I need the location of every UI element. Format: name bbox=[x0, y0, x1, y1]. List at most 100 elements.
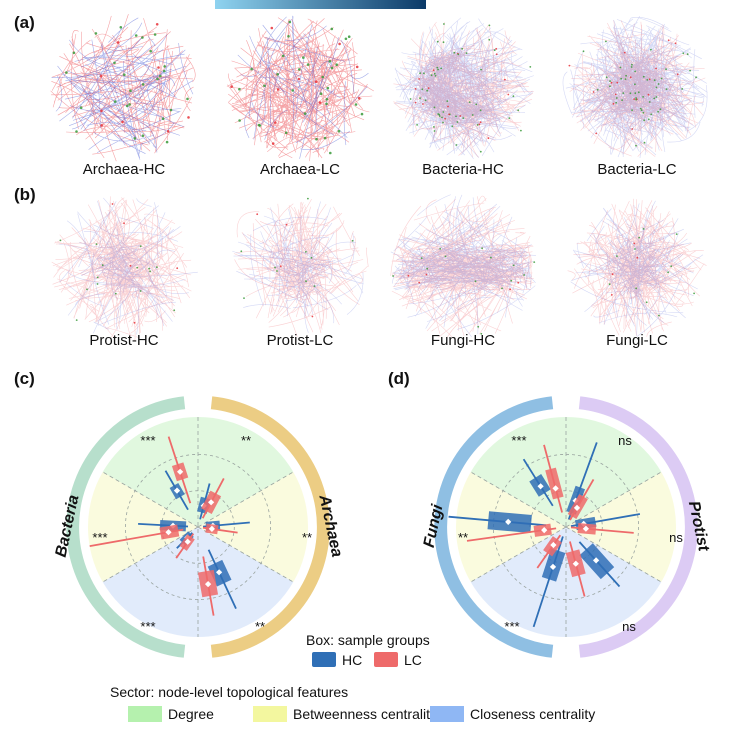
network-node bbox=[441, 116, 443, 119]
network-node bbox=[128, 103, 131, 106]
network-node bbox=[75, 130, 78, 133]
sig-bacteria-betweenness: *** bbox=[92, 530, 107, 545]
network-node bbox=[392, 275, 394, 277]
panel-label-b: (b) bbox=[14, 185, 36, 204]
legend-closeness-swatch bbox=[430, 706, 464, 722]
network-node bbox=[427, 87, 430, 89]
network-node bbox=[72, 51, 76, 55]
network-node bbox=[426, 89, 429, 92]
network-node bbox=[619, 66, 622, 69]
network-node bbox=[311, 315, 314, 318]
network-node bbox=[529, 66, 532, 68]
edges-negative bbox=[237, 15, 369, 159]
network-node bbox=[495, 53, 498, 56]
network-node bbox=[94, 32, 98, 35]
network-node bbox=[657, 83, 660, 85]
edges-positive bbox=[393, 21, 534, 158]
network-node bbox=[328, 60, 332, 63]
grid-spoke bbox=[102, 526, 199, 583]
network-node bbox=[148, 267, 151, 270]
network-node bbox=[436, 40, 439, 43]
network-node bbox=[609, 85, 611, 88]
network-node bbox=[326, 86, 330, 90]
network-node bbox=[520, 129, 522, 132]
network-node bbox=[422, 103, 424, 105]
network-node bbox=[665, 68, 667, 71]
box-mean-marker bbox=[541, 526, 548, 534]
sig-protist-closeness: ns bbox=[622, 619, 636, 634]
network-node bbox=[480, 332, 483, 335]
colorbar-strip bbox=[215, 0, 426, 9]
network-node bbox=[605, 76, 608, 79]
edges-positive bbox=[569, 20, 706, 157]
network-node bbox=[271, 142, 275, 145]
network-node bbox=[488, 38, 491, 41]
network-node bbox=[157, 66, 160, 69]
edges-negative bbox=[58, 197, 198, 335]
network-node bbox=[468, 101, 471, 103]
network-node bbox=[230, 85, 233, 88]
legend-degree-label: Degree bbox=[168, 706, 214, 722]
box-glyphs bbox=[89, 436, 250, 616]
network-node bbox=[257, 123, 261, 127]
network-node bbox=[442, 121, 444, 124]
network-node bbox=[440, 67, 443, 70]
network-node bbox=[635, 98, 637, 101]
network-node bbox=[351, 239, 354, 242]
network-node bbox=[335, 63, 339, 66]
network-archaea-hc bbox=[50, 14, 196, 162]
network-node bbox=[153, 33, 157, 36]
group-ring-fungi bbox=[433, 395, 555, 659]
network-node bbox=[504, 78, 506, 81]
network-node bbox=[642, 228, 645, 230]
network-node bbox=[354, 103, 358, 106]
network-node bbox=[113, 100, 117, 103]
network-node bbox=[302, 56, 305, 59]
panel-label-a: (a) bbox=[14, 13, 35, 32]
network-node bbox=[250, 67, 253, 71]
network-node bbox=[256, 213, 259, 216]
network-node bbox=[276, 88, 280, 91]
network-node bbox=[141, 36, 144, 39]
network-node bbox=[621, 99, 623, 101]
network-node bbox=[163, 65, 166, 68]
network-node bbox=[457, 53, 460, 56]
network-node bbox=[141, 83, 145, 86]
network-node bbox=[330, 66, 334, 70]
network-node bbox=[648, 101, 651, 103]
network-node bbox=[325, 102, 328, 106]
network-node bbox=[624, 78, 627, 80]
sig-archaea-degree: ** bbox=[241, 433, 251, 448]
box-mean-marker bbox=[537, 483, 544, 490]
network-node bbox=[100, 109, 103, 113]
grid-spoke bbox=[565, 471, 662, 528]
network-node bbox=[360, 112, 364, 116]
network-node bbox=[129, 264, 132, 267]
network-label-fungi-hc: Fungi-HC bbox=[431, 332, 495, 349]
network-node bbox=[319, 92, 323, 95]
network-node bbox=[442, 41, 445, 44]
network-node bbox=[653, 97, 656, 100]
network-node bbox=[329, 151, 332, 155]
network-node bbox=[418, 281, 421, 284]
network-node bbox=[447, 105, 449, 108]
network-node bbox=[643, 119, 646, 122]
network-node bbox=[433, 106, 436, 109]
legend-betweenness-swatch bbox=[253, 706, 287, 722]
network-node bbox=[101, 264, 104, 267]
network-label-bacteria-lc: Bacteria-LC bbox=[597, 161, 676, 178]
box-mean-marker bbox=[215, 569, 223, 576]
edges-negative bbox=[394, 17, 534, 159]
network-node bbox=[424, 99, 427, 102]
network-node bbox=[134, 34, 138, 37]
network-node bbox=[610, 81, 613, 84]
edges-negative bbox=[562, 16, 708, 159]
sector-degree-right bbox=[198, 417, 294, 527]
network-node bbox=[508, 117, 511, 119]
network-node bbox=[313, 285, 316, 287]
network-node bbox=[414, 101, 417, 104]
network-node bbox=[149, 270, 152, 273]
network-node bbox=[453, 51, 456, 54]
edges-positive bbox=[51, 196, 192, 342]
network-node bbox=[59, 239, 62, 242]
